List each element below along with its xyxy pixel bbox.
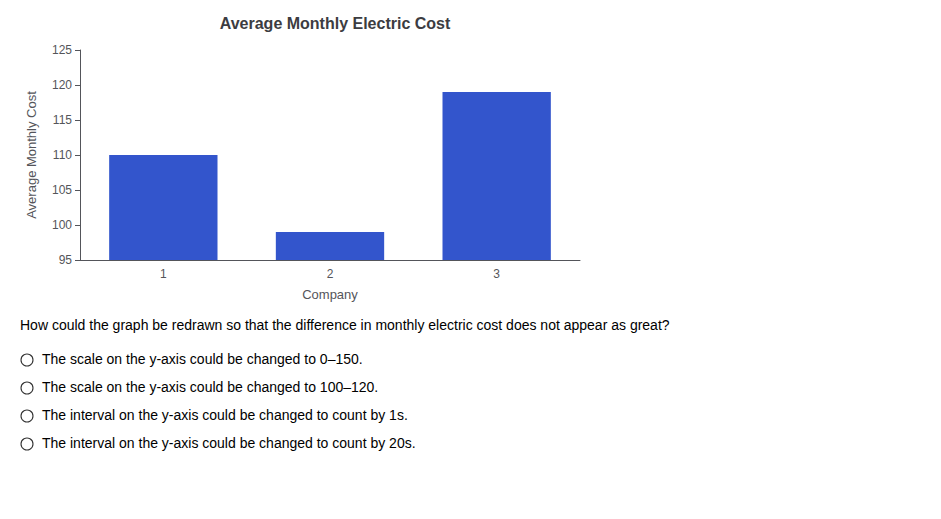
svg-text:125: 125 xyxy=(52,43,72,57)
svg-text:95: 95 xyxy=(59,253,73,267)
svg-text:110: 110 xyxy=(53,148,72,162)
svg-text:2: 2 xyxy=(327,267,334,281)
svg-text:Average Monthly Electric Cost: Average Monthly Electric Cost xyxy=(220,15,451,32)
svg-text:The scale on the y-axis could: The scale on the y-axis could be changed… xyxy=(42,351,363,367)
svg-text:The scale on the y-axis could: The scale on the y-axis could be changed… xyxy=(42,379,378,395)
svg-text:Average Monthly Cost: Average Monthly Cost xyxy=(24,91,39,219)
svg-text:105: 105 xyxy=(52,183,72,197)
svg-text:1: 1 xyxy=(160,267,167,281)
svg-text:Company: Company xyxy=(302,287,358,302)
svg-text:3: 3 xyxy=(493,267,500,281)
svg-text:100: 100 xyxy=(52,218,72,232)
svg-text:115: 115 xyxy=(53,113,72,127)
svg-text:120: 120 xyxy=(52,78,72,92)
svg-text:The interval on the y-axis cou: The interval on the y-axis could be chan… xyxy=(42,435,416,451)
svg-text:The interval on the y-axis cou: The interval on the y-axis could be chan… xyxy=(42,407,408,423)
svg-text:How could the graph be redrawn: How could the graph be redrawn so that t… xyxy=(20,317,670,333)
